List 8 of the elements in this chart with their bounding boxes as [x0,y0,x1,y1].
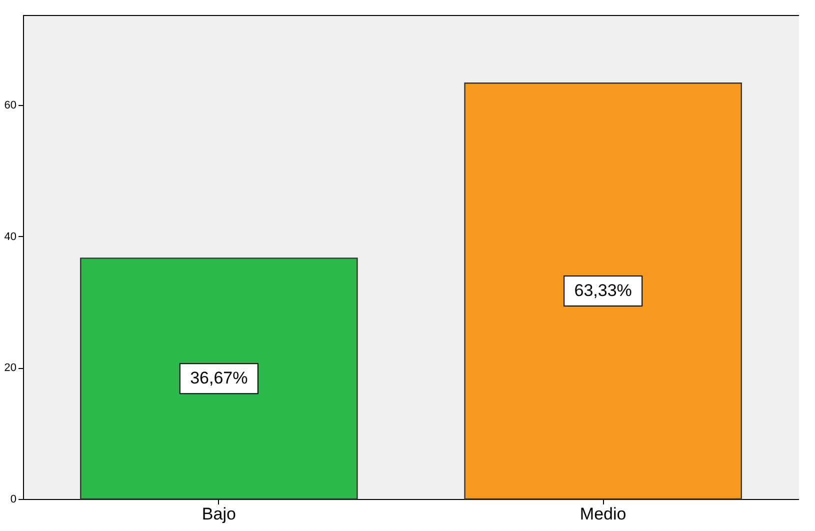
y-tick-label: 20 [4,362,16,374]
y-tick-label: 0 [10,494,16,506]
data-label: 63,33% [574,281,632,300]
y-tick-label: 60 [4,99,16,112]
data-label: 36,67% [190,368,248,388]
x-tick-label: Medio [580,504,626,524]
y-tick-label: 40 [4,230,16,243]
x-tick-label: Bajo [202,504,236,524]
